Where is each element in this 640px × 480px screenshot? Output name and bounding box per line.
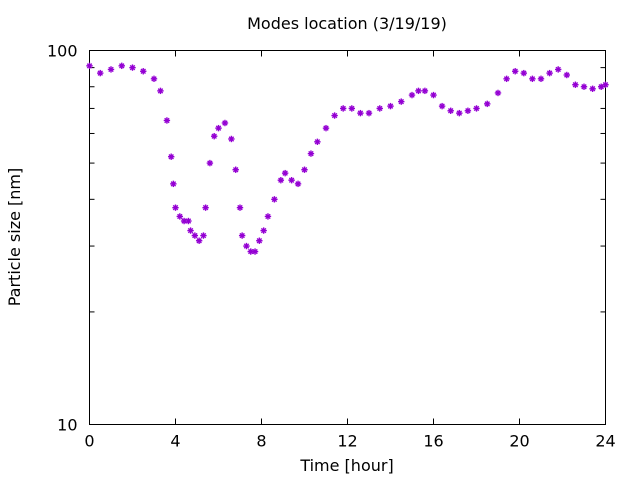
data-point — [464, 107, 472, 114]
y-axis-label: Particle size [nm] — [5, 168, 24, 307]
data-point — [191, 232, 199, 239]
data-point — [572, 81, 579, 88]
data-point — [86, 62, 93, 70]
data-point — [107, 66, 115, 73]
data-point — [118, 62, 125, 70]
data-point — [288, 176, 295, 184]
data-point — [546, 69, 553, 77]
plot-frame — [89, 50, 606, 425]
data-point — [211, 133, 218, 140]
data-point — [357, 109, 364, 117]
data-point — [195, 237, 203, 244]
data-point — [215, 124, 222, 132]
data-point — [365, 109, 373, 117]
data-point — [415, 87, 422, 95]
data-point — [331, 112, 338, 119]
data-point — [314, 138, 321, 146]
data-point — [260, 227, 267, 234]
data-point — [602, 81, 609, 88]
data-point — [398, 98, 405, 105]
data-point — [176, 213, 183, 220]
data-point — [294, 180, 302, 188]
data-point — [157, 87, 164, 95]
data-point — [163, 117, 171, 124]
data-point — [537, 75, 545, 83]
data-point — [277, 176, 285, 184]
x-tick-label: 12 — [337, 432, 357, 451]
x-tick-label: 8 — [256, 432, 266, 451]
data-point — [281, 169, 289, 177]
data-point — [271, 196, 278, 203]
data-point — [238, 232, 246, 239]
data-point — [520, 69, 527, 77]
data-point — [322, 124, 330, 132]
chart-title: Modes location (3/19/19) — [247, 14, 447, 33]
data-point — [438, 102, 446, 110]
data-point — [236, 204, 244, 211]
data-point — [140, 68, 147, 75]
data-point — [408, 91, 416, 99]
data-point — [129, 64, 136, 71]
data-point — [228, 135, 235, 143]
x-axis-label: Time [hour] — [299, 456, 393, 475]
data-point — [484, 100, 491, 108]
y-tick-label: 100 — [47, 42, 78, 61]
data-point — [200, 232, 207, 239]
data-point — [555, 66, 562, 73]
data-point — [348, 105, 355, 112]
data-point — [340, 105, 347, 112]
axis-ticks — [89, 50, 606, 425]
data-point — [150, 75, 158, 83]
x-tick-label: 4 — [170, 432, 180, 451]
data-point — [243, 242, 250, 250]
data-point — [168, 153, 175, 160]
data-points — [86, 62, 609, 255]
data-point — [301, 166, 308, 173]
data-point — [430, 91, 437, 99]
data-point — [221, 119, 229, 127]
data-point — [456, 109, 463, 117]
data-point — [589, 85, 596, 92]
data-point — [232, 166, 239, 173]
x-tick-label: 24 — [595, 432, 615, 451]
data-point — [251, 248, 259, 255]
data-point — [512, 68, 519, 75]
data-point — [494, 89, 502, 97]
data-point — [256, 237, 263, 244]
data-point — [580, 83, 588, 90]
x-tick-label: 20 — [509, 432, 529, 451]
data-point — [421, 87, 429, 95]
y-tick-label: 10 — [57, 416, 77, 435]
data-point — [206, 159, 214, 167]
data-point — [473, 105, 480, 112]
data-point — [97, 69, 104, 77]
data-point — [529, 75, 536, 83]
data-point — [172, 204, 179, 211]
data-point — [503, 75, 510, 83]
x-tick-label: 16 — [423, 432, 443, 451]
data-point — [170, 180, 177, 188]
data-point — [264, 213, 272, 220]
data-point — [387, 102, 394, 110]
data-point — [376, 105, 383, 112]
data-point — [187, 227, 194, 234]
axis-tick-labels: 0 4 8 12 16 20 24 10 100 — [47, 42, 616, 451]
x-tick-label: 0 — [84, 432, 94, 451]
data-point — [202, 204, 209, 211]
data-point — [563, 71, 570, 79]
data-point — [447, 107, 454, 114]
data-point — [307, 150, 315, 157]
data-point — [185, 217, 192, 225]
